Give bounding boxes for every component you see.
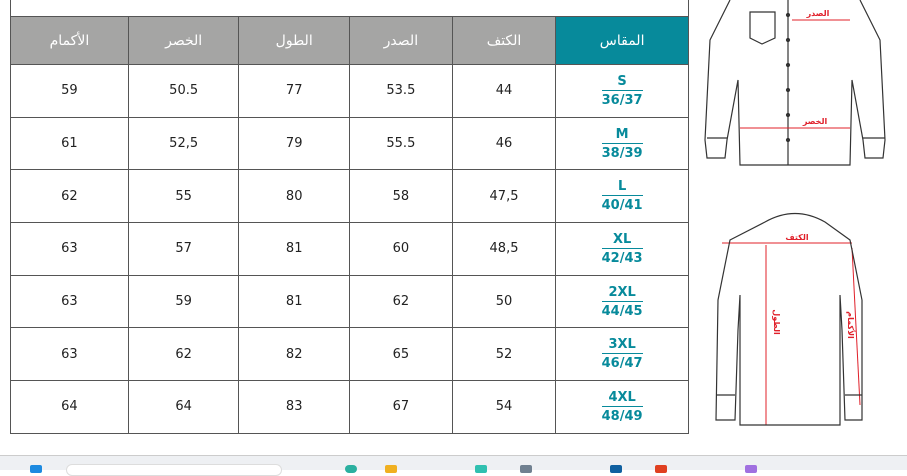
cell-size: M 38/39: [555, 116, 689, 171]
eu-size: 44/45: [601, 300, 643, 320]
cell-sleeve: 63: [10, 222, 129, 276]
cell-shoulder: 52: [451, 327, 557, 382]
eu-size: 42/43: [601, 247, 643, 267]
cell-size: 3XL 46/47: [555, 327, 689, 382]
cell-sleeve: 64: [10, 380, 129, 434]
windows-start-icon[interactable]: [30, 465, 42, 473]
eu-size: 40/41: [601, 195, 643, 214]
cell-sleeve: 62: [10, 169, 129, 224]
table-row: 59 50.5 77 53.5 44 S 36/37: [10, 64, 689, 118]
table-row: 63 62 82 65 52 3XL 46/47: [10, 327, 689, 382]
eu-size: 46/47: [601, 353, 643, 372]
column-header: الخصر: [127, 16, 240, 65]
table-row: 64 64 83 67 54 4XL 48/49: [10, 380, 689, 434]
table-row: 61 52,5 79 55.5 46 M 38/39: [10, 116, 689, 171]
cell-waist: 62: [127, 327, 240, 382]
app-icon[interactable]: [520, 465, 532, 473]
cell-sleeve: 63: [10, 274, 129, 329]
cell-length: 81: [238, 274, 350, 329]
app-icon[interactable]: [610, 465, 622, 473]
cell-shoulder: 50: [451, 274, 557, 329]
size-label: M: [615, 126, 629, 142]
cell-size: L 40/41: [555, 169, 689, 224]
cell-waist: 59: [127, 274, 240, 329]
cell-length: 77: [238, 64, 350, 118]
cell-shoulder: 47,5: [451, 169, 557, 224]
column-header: المقاس: [555, 16, 689, 65]
cell-chest: 65: [348, 327, 453, 382]
cell-waist: 64: [127, 380, 240, 434]
cell-size: 4XL 48/49: [555, 380, 689, 434]
cell-size: XL 42/43: [555, 222, 689, 276]
cell-chest: 55.5: [348, 116, 453, 171]
cell-shoulder: 48,5: [451, 222, 557, 276]
shirt-front-icon: [704, 0, 886, 166]
column-header: الأكمام: [10, 16, 129, 65]
app-icon[interactable]: [655, 465, 667, 473]
cell-sleeve: 61: [10, 116, 129, 171]
table-row: 62 55 80 58 47,5 L 40/41: [10, 169, 689, 224]
cell-length: 80: [238, 169, 350, 224]
size-label: 3XL: [608, 337, 636, 353]
app-icon[interactable]: [475, 465, 487, 473]
top-box: [10, 0, 689, 16]
size-chart-table: الأكمام الخصر الطول الصدر الكتف المقاس 59 50.5…: [10, 16, 689, 434]
length-label: الطول: [772, 309, 781, 335]
taskbar: [0, 455, 907, 476]
cell-chest: 62: [348, 274, 453, 329]
cell-waist: 57: [127, 222, 240, 276]
table-row: 63 59 81 62 50 2XL 44/45: [10, 274, 689, 329]
cell-length: 83: [238, 380, 350, 434]
shoulder-label: الكتف: [785, 233, 808, 242]
eu-size: 38/39: [601, 142, 643, 162]
size-label: 4XL: [608, 389, 636, 405]
column-header: الطول: [238, 16, 350, 65]
size-label: XL: [612, 231, 632, 247]
eu-size: 36/37: [601, 89, 643, 109]
shirt-back-icon: [715, 213, 863, 426]
table-row: 63 57 81 60 48,5 XL 42/43: [10, 222, 689, 276]
cell-sleeve: 63: [10, 327, 129, 382]
eu-size: 48/49: [601, 405, 643, 425]
edge-icon[interactable]: [345, 465, 357, 473]
size-label: L: [617, 179, 627, 195]
cell-sleeve: 59: [10, 64, 129, 118]
cell-chest: 60: [348, 222, 453, 276]
waist-label: الخصر: [802, 117, 828, 126]
column-header: الكتف: [451, 16, 557, 65]
cell-chest: 67: [348, 380, 453, 434]
cell-size: S 36/37: [555, 64, 689, 118]
app-icon[interactable]: [745, 465, 757, 473]
cell-waist: 50.5: [127, 64, 240, 118]
sleeve-label: الأكمام: [846, 311, 856, 339]
cell-waist: 55: [127, 169, 240, 224]
cell-chest: 53.5: [348, 64, 453, 118]
cell-length: 82: [238, 327, 350, 382]
cell-shoulder: 46: [451, 116, 557, 171]
cell-shoulder: 44: [451, 64, 557, 118]
chest-label: الصدر: [806, 9, 830, 18]
taskbar-search[interactable]: [66, 464, 282, 476]
cell-size: 2XL 44/45: [555, 274, 689, 329]
cell-waist: 52,5: [127, 116, 240, 171]
cell-length: 81: [238, 222, 350, 276]
cell-shoulder: 54: [451, 380, 557, 434]
cell-length: 79: [238, 116, 350, 171]
size-label: S: [617, 73, 627, 89]
cell-chest: 58: [348, 169, 453, 224]
size-label: 2XL: [608, 284, 636, 300]
column-header: الصدر: [348, 16, 453, 65]
shirt-diagrams: الصدر الخصر الكتف الطول الأكمام: [704, 0, 886, 426]
folder-icon[interactable]: [385, 465, 397, 473]
